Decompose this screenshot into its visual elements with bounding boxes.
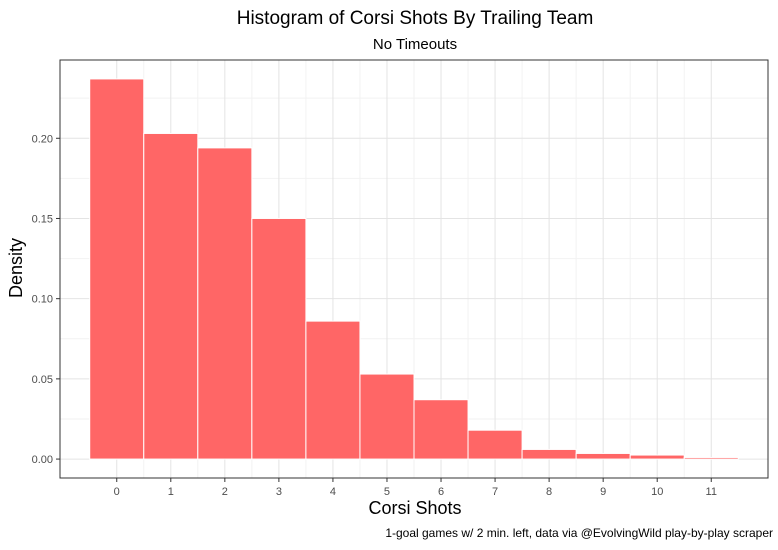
panel-border — [59, 59, 769, 479]
histogram-bar-7 — [467, 429, 523, 460]
x-tick-label: 10 — [651, 486, 663, 498]
x-tick-label: 5 — [384, 486, 390, 498]
x-tick-label: 8 — [546, 486, 552, 498]
chart-caption: 1-goal games w/ 2 min. left, data via @E… — [385, 526, 773, 540]
histogram-bar-0 — [89, 78, 145, 460]
histogram-bar-8 — [521, 448, 577, 460]
x-tick-label: 7 — [492, 486, 498, 498]
histogram-bar-6 — [413, 399, 469, 460]
y-axis-label: Density — [6, 238, 26, 298]
y-tick-label: 0.05 — [32, 374, 53, 386]
histogram-bar-5 — [359, 373, 415, 460]
histogram-bar-1 — [143, 132, 199, 460]
x-axis-ticks: 0 1 2 3 4 5 6 7 8 9 10 11 — [114, 478, 717, 498]
x-tick-label: 6 — [438, 486, 444, 498]
x-tick-label: 9 — [600, 486, 606, 498]
chart-subtitle: No Timeouts — [373, 36, 457, 53]
y-tick-label: 0.15 — [32, 213, 53, 225]
y-tick-label: 0.20 — [32, 133, 53, 145]
x-tick-label: 11 — [706, 486, 717, 498]
histogram-bar-10 — [629, 454, 685, 460]
histogram-bar-3 — [251, 217, 307, 460]
y-axis-ticks: 0.00 0.05 0.10 0.15 0.20 — [32, 133, 60, 466]
histogram-bars — [89, 78, 739, 460]
histogram-bar-9 — [575, 452, 631, 460]
y-tick-label: 0.00 — [32, 454, 53, 466]
histogram-bar-11 — [683, 456, 739, 460]
y-tick-label: 0.10 — [32, 294, 53, 306]
x-tick-label: 1 — [168, 486, 174, 498]
x-tick-label: 0 — [114, 486, 120, 498]
x-tick-label: 3 — [276, 486, 282, 498]
histogram-bar-2 — [197, 147, 253, 460]
histogram-bar-4 — [305, 320, 361, 460]
x-tick-label: 2 — [222, 486, 228, 498]
x-tick-label: 4 — [330, 486, 336, 498]
chart-title: Histogram of Corsi Shots By Trailing Tea… — [237, 8, 594, 29]
x-axis-label: Corsi Shots — [368, 498, 461, 518]
